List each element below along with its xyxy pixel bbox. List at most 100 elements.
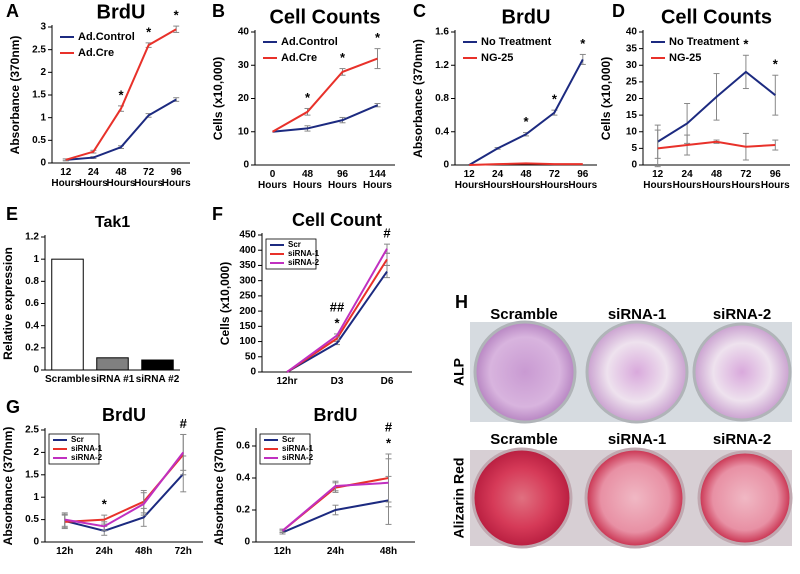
x-tick-label: 48 Hours: [511, 169, 541, 191]
annotation: *: [523, 114, 529, 129]
x-tick-label: siRNA #2: [135, 374, 180, 385]
annotation: *: [340, 50, 346, 65]
x-tick-label: 48 Hours: [106, 167, 136, 189]
legend-label: No Treatment: [669, 36, 740, 48]
y-tick-label: 15: [626, 110, 638, 121]
y-tick-label: 40: [626, 27, 638, 38]
y-axis-label: Absorbance (370nm): [1, 427, 15, 546]
annotation: *: [334, 315, 340, 330]
x-tick-label: 72 Hours: [731, 169, 761, 191]
y-tick-label: 1.6: [435, 27, 449, 38]
y-tick-label: 350: [239, 260, 256, 271]
x-tick-label-box: 24h: [96, 546, 113, 557]
x-tick-label: 12 Hours: [643, 169, 673, 191]
x-tick-label: 48h: [135, 546, 153, 557]
y-tick-label: 10: [626, 126, 638, 137]
annotation: *: [580, 36, 586, 51]
y-tick-label: 0: [33, 537, 39, 548]
annotation: *: [386, 435, 392, 450]
well: [692, 322, 792, 422]
legend-label: Ad.Cre: [281, 52, 317, 64]
legend-label: Ad.Control: [281, 36, 338, 48]
y-tick-label: 0: [33, 365, 39, 376]
row-label: Alizarin Red: [451, 458, 467, 539]
y-tick-label: 0.6: [25, 298, 39, 309]
y-tick-label: 400: [239, 245, 256, 256]
y-tick-label: 10: [238, 126, 250, 137]
panel-letter: H: [455, 292, 468, 312]
y-tick-label: 2.5: [32, 44, 46, 55]
column-label: siRNA-2: [713, 306, 771, 323]
series-line: [272, 104, 378, 133]
x-tick-label-box: siRNA #1: [90, 374, 135, 385]
y-tick-label: 50: [245, 351, 257, 362]
series-line: [65, 28, 177, 161]
x-tick-label: 72 Hours: [134, 167, 164, 189]
x-tick-label: 24 Hours: [78, 167, 108, 189]
chart-title: BrdU: [102, 405, 146, 425]
series-line: [272, 57, 378, 133]
x-tick-label: 48h: [379, 546, 398, 557]
x-tick-label: 12 Hours: [51, 167, 81, 189]
y-axis-label: Cells (x10,000): [211, 57, 225, 140]
series-line: [286, 270, 388, 373]
x-tick-label: 48 Hours: [702, 169, 731, 191]
x-tick-label-box: 72 Hours: [134, 167, 164, 189]
y-tick-label: 2.5: [25, 425, 39, 436]
x-tick-label-box: 12h: [274, 546, 291, 557]
annotation: *: [118, 87, 124, 102]
y-tick-label: 1.2: [435, 60, 449, 71]
panel-letter: C: [413, 1, 426, 21]
y-tick-label: 0.6: [236, 441, 250, 452]
x-tick-label-box: 12hr: [276, 376, 297, 387]
annotation: *: [773, 57, 779, 72]
bar: [96, 357, 129, 371]
y-tick-label: 1.5: [32, 90, 46, 101]
column-label: siRNA-1: [608, 306, 666, 323]
y-tick-label: 5: [631, 143, 637, 154]
annotation: *: [174, 8, 180, 23]
well: [471, 447, 573, 549]
y-tick-label: 1.2: [25, 232, 39, 243]
x-tick-label: 72 Hours: [539, 169, 569, 191]
legend-label: NG-25: [481, 52, 513, 64]
y-tick-label: 0.2: [25, 342, 39, 353]
annotation: #: [180, 416, 188, 431]
x-tick-label: 0 Hours: [258, 169, 287, 191]
annotation: *: [552, 92, 558, 107]
chart-title: Tak1: [95, 214, 130, 231]
series-line: [64, 451, 185, 528]
annotation: *: [102, 497, 108, 512]
x-tick-label: 96 Hours: [760, 169, 790, 191]
x-tick-label: siRNA #1: [90, 374, 135, 385]
y-axis-label: Absorbance (370nm): [8, 36, 22, 155]
legend-label: Ad.Control: [78, 31, 135, 43]
x-tick-label-box: 24 Hours: [673, 169, 702, 191]
y-tick-label: 20: [238, 93, 250, 104]
y-axis-label: Cells (x10,000): [218, 262, 232, 345]
series-line: [64, 473, 184, 532]
legend-label: siRNA-1: [282, 444, 314, 453]
x-tick-label-box: 24 Hours: [78, 167, 108, 189]
chart-title: Cell Counts: [269, 6, 380, 28]
y-tick-label: 0.2: [236, 505, 250, 516]
y-tick-label: 2: [40, 67, 46, 78]
x-tick-label: 24h: [326, 546, 345, 557]
y-axis-label: Absorbance (370nm): [411, 39, 425, 158]
legend-label: siRNA-2: [71, 453, 103, 462]
x-tick-label-box: 96 Hours: [328, 169, 357, 191]
legend-label: Scr: [71, 435, 84, 444]
series-line: [469, 162, 583, 166]
x-tick-label-box: 48h: [135, 546, 153, 557]
chart-title: BrdU: [97, 1, 146, 23]
chart-title: Cell Count: [292, 210, 382, 230]
y-tick-label: 0.8: [435, 93, 449, 104]
x-tick-label: Scramble: [44, 374, 91, 385]
annotation: *: [146, 24, 152, 39]
x-tick-label: 96 Hours: [328, 169, 357, 191]
x-tick-label-box: 48 Hours: [702, 169, 731, 191]
x-tick-label: D6: [380, 376, 394, 387]
legend-label: siRNA-2: [282, 453, 314, 462]
panel-letter: F: [212, 204, 223, 224]
